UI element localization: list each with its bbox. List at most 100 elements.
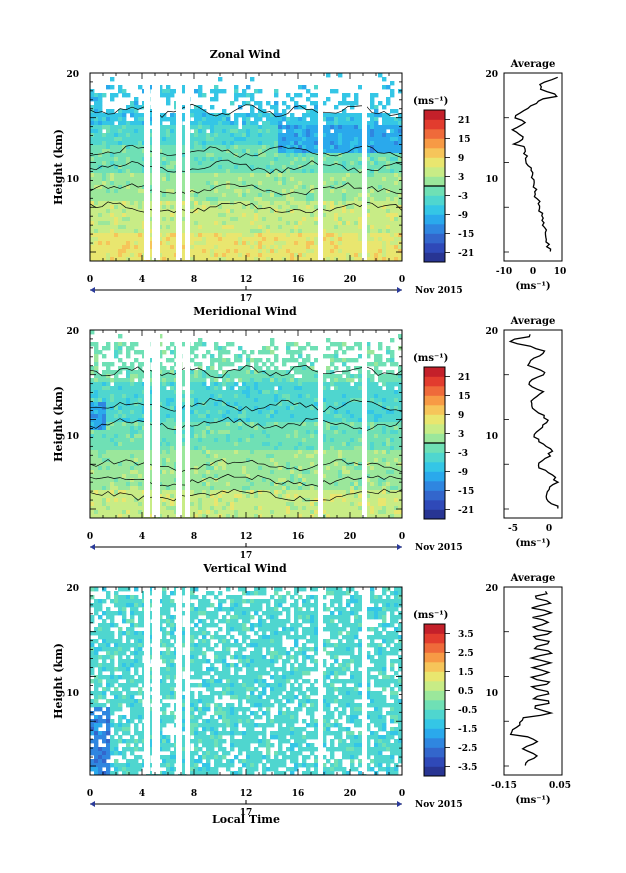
heatmap-cell xyxy=(206,121,211,126)
heatmap-cell xyxy=(238,93,243,98)
heatmap-cell xyxy=(326,117,331,122)
heatmap-cell xyxy=(258,169,263,174)
heatmap-cell xyxy=(98,125,103,130)
heatmap-cell xyxy=(246,161,251,166)
heatmap-cell xyxy=(134,374,139,379)
heatmap-cell xyxy=(126,446,131,451)
heatmap-cell xyxy=(102,249,107,254)
heatmap-cell xyxy=(158,225,163,230)
heatmap-cell xyxy=(302,390,307,395)
heatmap-cell xyxy=(374,418,379,423)
heatmap-cell xyxy=(330,213,335,218)
heatmap-cell xyxy=(230,193,235,198)
heatmap-cell xyxy=(126,189,131,194)
heatmap-cell xyxy=(218,149,223,154)
heatmap-cell xyxy=(394,233,399,238)
heatmap-cell xyxy=(170,205,175,210)
heatmap-cell xyxy=(382,133,387,138)
heatmap-cell xyxy=(126,209,131,214)
heatmap-cell xyxy=(130,249,135,254)
heatmap-cell xyxy=(102,346,107,351)
heatmap-cell xyxy=(358,225,363,230)
heatmap-cell xyxy=(314,193,319,198)
heatmap-cell xyxy=(166,225,171,230)
heatmap-cell xyxy=(334,205,339,210)
heatmap-cell xyxy=(126,410,131,415)
heatmap-cell xyxy=(194,113,199,118)
heatmap-cell xyxy=(230,229,235,234)
heatmap-cell xyxy=(106,233,111,238)
heatmap-cell xyxy=(270,406,275,411)
heatmap-cell xyxy=(166,434,171,439)
heatmap-cell xyxy=(130,121,135,126)
heatmap-cell xyxy=(354,430,359,435)
heatmap-cell xyxy=(238,446,243,451)
heatmap-cell xyxy=(354,205,359,210)
heatmap-cell xyxy=(210,362,215,367)
heatmap-cell xyxy=(354,394,359,399)
heatmap-cell xyxy=(354,141,359,146)
heatmap-cell xyxy=(286,410,291,415)
heatmap-cell xyxy=(258,241,263,246)
heatmap-cell xyxy=(290,221,295,226)
heatmap-cell xyxy=(102,141,107,146)
heatmap-cell xyxy=(294,149,299,154)
heatmap-cell xyxy=(222,89,227,94)
heatmap-cell xyxy=(222,157,227,162)
heatmap-cell xyxy=(118,209,123,214)
heatmap-cell xyxy=(106,149,111,154)
heatmap-cell xyxy=(198,378,203,383)
heatmap-cell xyxy=(90,257,95,262)
heatmap-cell xyxy=(214,414,219,419)
heatmap-cell xyxy=(118,442,123,447)
colorbar-cell xyxy=(424,138,445,149)
heatmap-cell xyxy=(258,141,263,146)
heatmap-cell xyxy=(326,414,331,419)
heatmap-cell xyxy=(270,386,275,391)
heatmap-cell xyxy=(102,209,107,214)
heatmap-cell xyxy=(254,161,259,166)
heatmap-cell xyxy=(190,153,195,158)
heatmap-cell xyxy=(130,193,135,198)
heatmap-cell xyxy=(302,185,307,190)
heatmap-cell xyxy=(98,253,103,258)
heatmap-cell xyxy=(202,177,207,182)
x-tick-labels: 0 4 8 12 16 20 0 xyxy=(87,275,405,285)
heatmap-cell xyxy=(386,197,391,202)
heatmap-cell xyxy=(398,402,403,407)
heatmap-cell xyxy=(286,346,291,351)
heatmap-cell xyxy=(322,177,327,182)
heatmap-cell xyxy=(374,129,379,134)
heatmap-cell xyxy=(230,125,235,130)
heatmap-cell xyxy=(382,414,387,419)
heatmap-cell xyxy=(386,241,391,246)
heatmap-cell xyxy=(198,93,203,98)
heatmap-cell xyxy=(234,374,239,379)
heatmap-cell xyxy=(326,161,331,166)
heatmap-cell xyxy=(214,85,219,90)
heatmap-cell xyxy=(190,378,195,383)
heatmap-cell xyxy=(122,157,127,162)
heatmap-cell xyxy=(206,201,211,206)
heatmap-cell xyxy=(270,446,275,451)
heatmap-cell xyxy=(90,245,95,250)
heatmap-cell xyxy=(326,137,331,142)
heatmap-cell xyxy=(158,334,163,339)
heatmap-cell xyxy=(214,157,219,162)
heatmap-cell xyxy=(282,245,287,250)
heatmap-cell xyxy=(170,249,175,254)
heatmap-cell xyxy=(106,370,111,375)
heatmap-cell xyxy=(166,97,171,102)
heatmap-cell xyxy=(298,378,303,383)
heatmap-cell xyxy=(102,165,107,170)
heatmap-cell xyxy=(194,406,199,411)
heatmap-cell xyxy=(350,430,355,435)
colorbar-cell xyxy=(424,233,445,244)
heatmap-cell xyxy=(274,237,279,242)
heatmap-cell xyxy=(158,173,163,178)
heatmap-cell xyxy=(334,382,339,387)
heatmap-cell xyxy=(162,165,167,170)
heatmap-cell xyxy=(306,233,311,238)
heatmap-cell xyxy=(358,157,363,162)
heatmap-cell xyxy=(230,233,235,238)
